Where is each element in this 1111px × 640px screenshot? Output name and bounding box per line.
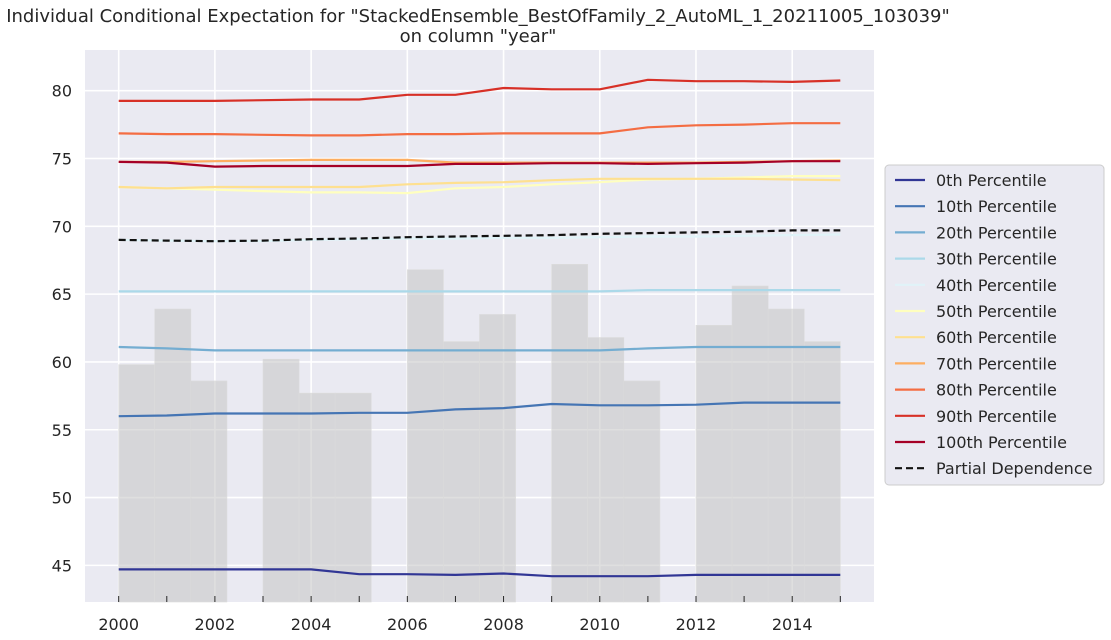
legend-label: 90th Percentile xyxy=(936,407,1057,426)
series-line xyxy=(118,122,841,137)
x-tick-label: 2002 xyxy=(195,615,236,634)
legend-label: 60th Percentile xyxy=(936,328,1057,347)
legend-label: 50th Percentile xyxy=(936,302,1057,321)
series-line xyxy=(118,160,841,168)
histogram-bar xyxy=(298,392,336,603)
histogram-bar xyxy=(803,341,841,603)
histogram-bar xyxy=(262,358,300,603)
x-tick-label: 2006 xyxy=(387,615,428,634)
legend-label: 10th Percentile xyxy=(936,197,1057,216)
series-line xyxy=(118,345,841,352)
x-tick-label: 2010 xyxy=(579,615,620,634)
y-tick-label: 60 xyxy=(52,353,72,372)
series-line xyxy=(118,233,841,243)
legend-label: 0th Percentile xyxy=(936,171,1047,190)
series-line xyxy=(118,568,841,578)
x-tick-label: 2004 xyxy=(291,615,332,634)
histogram-bar xyxy=(767,308,805,603)
histogram-bar xyxy=(190,380,228,603)
x-tick-label: 2008 xyxy=(483,615,524,634)
legend-frame xyxy=(884,164,1105,486)
y-tick-label: 65 xyxy=(52,285,72,304)
chart-title: Individual Conditional Expectation for "… xyxy=(6,6,950,27)
y-tick-label: 70 xyxy=(52,217,72,236)
y-axis: 45 50 55 60 65 70 75 80 xyxy=(52,82,72,576)
legend-label: 20th Percentile xyxy=(936,223,1057,242)
series-line xyxy=(118,177,841,190)
legend-label: 40th Percentile xyxy=(936,276,1057,295)
histogram xyxy=(118,263,841,603)
y-tick-label: 80 xyxy=(52,82,72,101)
x-tick-label: 2012 xyxy=(676,615,717,634)
histogram-bar xyxy=(479,314,516,603)
x-tick-label: 2000 xyxy=(98,615,139,634)
histogram-bar xyxy=(407,269,444,603)
legend: 0th Percentile 10th Percentile 20th Percen… xyxy=(884,164,1105,486)
chart-subtitle: on column "year" xyxy=(400,26,557,47)
series-line xyxy=(118,78,841,103)
histogram-bar xyxy=(587,337,625,603)
histogram-bar xyxy=(695,325,733,603)
x-tick-label: 2014 xyxy=(772,615,813,634)
histogram-bar xyxy=(154,308,192,603)
histogram-bar xyxy=(551,263,589,603)
histogram-bar xyxy=(334,392,372,603)
legend-label: 70th Percentile xyxy=(936,354,1057,373)
histogram-bar xyxy=(731,285,769,603)
series-line xyxy=(118,401,841,418)
plot-area xyxy=(85,50,874,603)
histogram-bar xyxy=(623,380,661,603)
histogram-bar xyxy=(443,341,480,603)
y-tick-label: 45 xyxy=(52,556,72,575)
legend-label: 30th Percentile xyxy=(936,250,1057,269)
legend-label: 80th Percentile xyxy=(936,381,1057,400)
x-axis: 2000 2002 2004 2006 2008 2010 2012 2014 xyxy=(98,596,841,634)
y-tick-label: 50 xyxy=(52,489,72,508)
legend-label: 100th Percentile xyxy=(936,433,1067,452)
series-lines xyxy=(118,78,841,578)
y-tick-label: 75 xyxy=(52,150,72,169)
legend-label: Partial Dependence xyxy=(936,459,1092,478)
histogram-bar xyxy=(118,364,156,603)
series-line xyxy=(118,289,841,293)
y-tick-label: 55 xyxy=(52,421,72,440)
